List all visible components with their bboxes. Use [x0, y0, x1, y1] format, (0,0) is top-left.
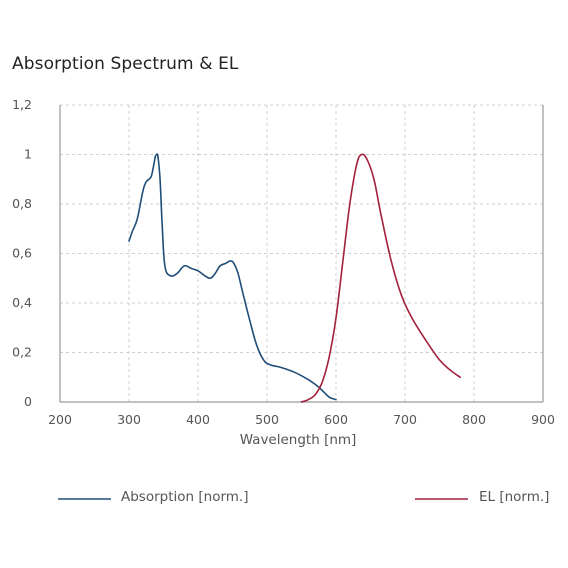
x-axis-title: Wavelength [nm]: [240, 432, 357, 448]
y-tick-labels: 0 0,2 0,4 0,6 0,8 1 1,2: [12, 97, 32, 409]
x-tick-labels: 200 300 400 500 600 700 800 900: [48, 412, 555, 427]
y-tick-label: 0,4: [12, 295, 32, 310]
y-tick-label: 0,2: [12, 345, 32, 360]
x-tick-label: 400: [186, 412, 210, 427]
x-tick-label: 200: [48, 412, 72, 427]
x-tick-label: 800: [462, 412, 486, 427]
x-tick-label: 600: [324, 412, 348, 427]
el-series-line: [300, 153, 461, 403]
y-tick-label: 0,6: [12, 246, 32, 261]
x-tick-label: 700: [393, 412, 417, 427]
y-tick-label: 1,2: [12, 97, 32, 112]
legend: Absorption [norm.] EL [norm.]: [58, 489, 549, 505]
grid: [60, 104, 543, 402]
y-tick-label: 0: [24, 394, 32, 409]
x-tick-label: 900: [531, 412, 555, 427]
x-tick-label: 300: [117, 412, 141, 427]
x-tick-label: 500: [255, 412, 279, 427]
y-tick-label: 1: [24, 147, 32, 162]
y-tick-label: 0,8: [12, 196, 32, 211]
chart-title: Absorption Spectrum & EL: [12, 54, 239, 74]
legend-label: EL [norm.]: [479, 489, 549, 505]
series-lines: [128, 153, 461, 403]
legend-label: Absorption [norm.]: [121, 489, 248, 505]
absorption-series-line: [128, 153, 337, 401]
